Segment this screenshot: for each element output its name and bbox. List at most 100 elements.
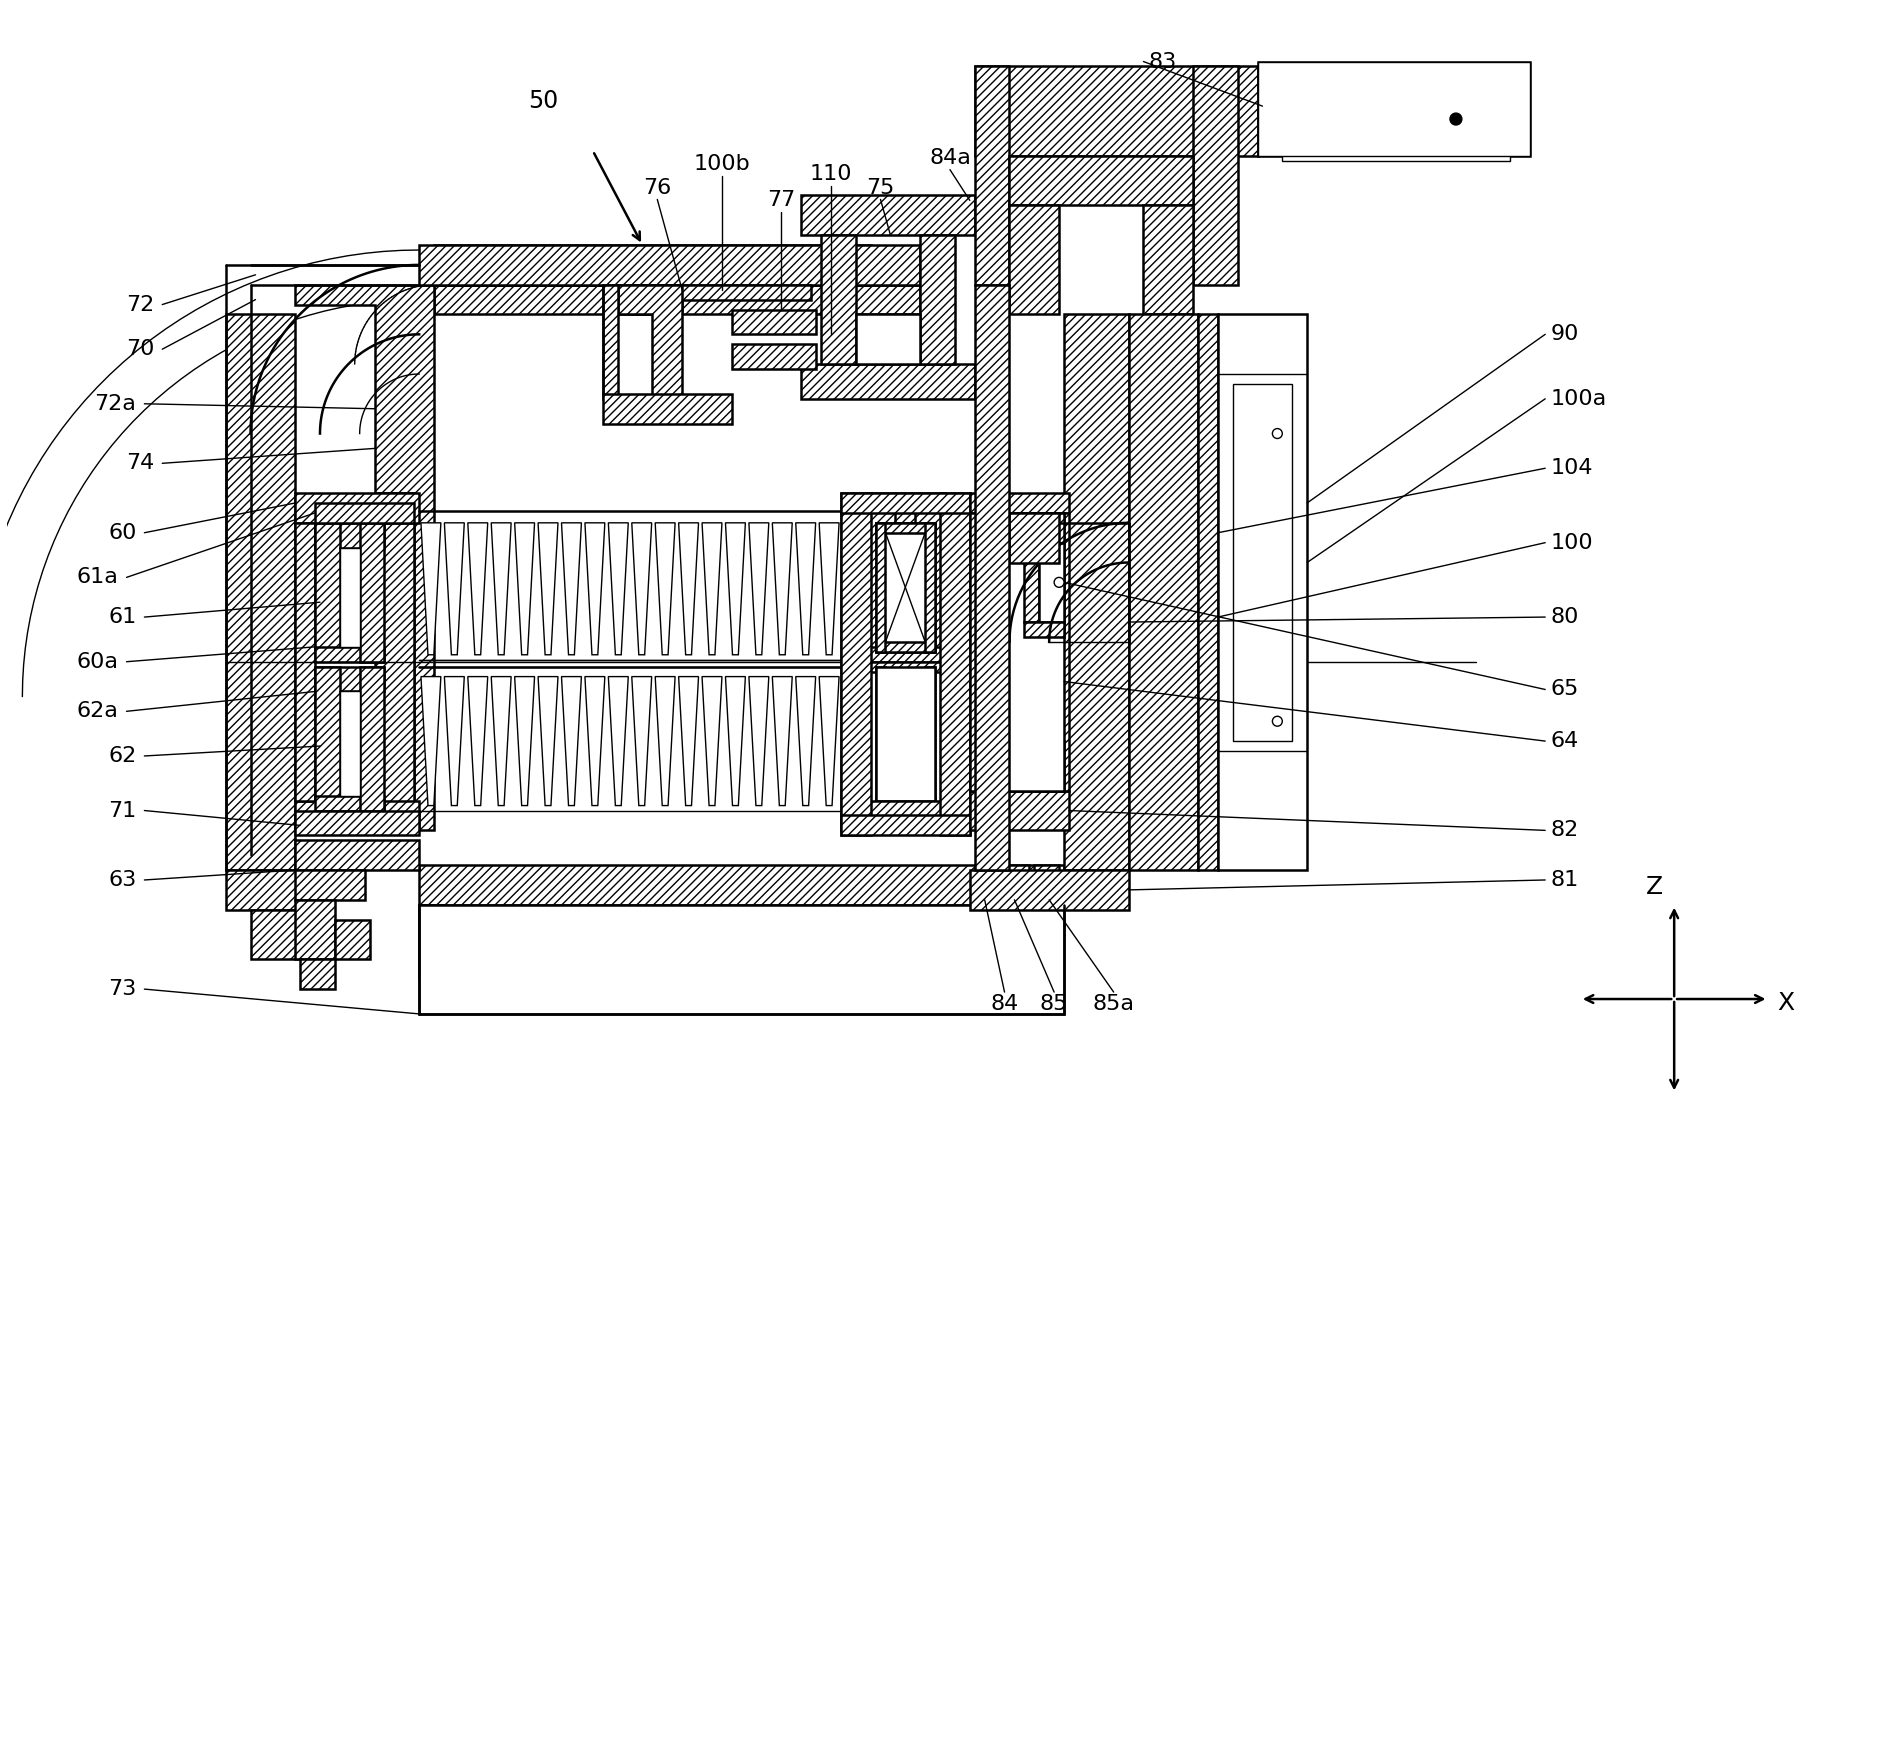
Polygon shape [975, 865, 999, 930]
Polygon shape [1003, 865, 1030, 930]
Text: 64: 64 [1549, 731, 1577, 751]
Polygon shape [820, 235, 856, 365]
Polygon shape [701, 523, 722, 654]
Polygon shape [1143, 205, 1192, 314]
Text: 85: 85 [1039, 995, 1067, 1014]
Circle shape [1271, 428, 1281, 438]
Text: 100a: 100a [1549, 389, 1606, 409]
Polygon shape [315, 647, 383, 661]
Text: 100b: 100b [693, 154, 750, 174]
Polygon shape [975, 67, 1256, 156]
Polygon shape [865, 647, 944, 661]
Polygon shape [1192, 67, 1237, 284]
Polygon shape [1198, 314, 1217, 870]
Text: 100: 100 [1549, 533, 1592, 553]
Polygon shape [608, 523, 627, 654]
Text: 60: 60 [108, 523, 136, 542]
Polygon shape [603, 284, 618, 398]
Bar [856, 314, 920, 365]
Polygon shape [421, 677, 440, 805]
Polygon shape [801, 195, 975, 235]
Text: X: X [1778, 991, 1795, 1016]
Text: 61a: 61a [77, 567, 119, 588]
Text: 73: 73 [108, 979, 136, 1000]
Text: 84a: 84a [929, 147, 971, 168]
Polygon shape [225, 314, 295, 870]
Polygon shape [561, 523, 582, 654]
Polygon shape [1128, 314, 1198, 870]
Polygon shape [865, 800, 944, 830]
Polygon shape [225, 870, 300, 910]
Polygon shape [795, 677, 816, 805]
Polygon shape [295, 810, 419, 835]
Polygon shape [633, 284, 810, 314]
Polygon shape [295, 870, 365, 900]
Polygon shape [1024, 512, 1064, 542]
Polygon shape [865, 661, 944, 672]
Polygon shape [875, 667, 886, 800]
Polygon shape [1009, 512, 1058, 563]
Polygon shape [818, 523, 839, 654]
Polygon shape [926, 523, 935, 652]
Polygon shape [444, 677, 465, 805]
Circle shape [1449, 112, 1460, 125]
Bar [1232, 384, 1292, 742]
Polygon shape [841, 816, 969, 835]
Polygon shape [678, 677, 699, 805]
Polygon shape [631, 677, 652, 805]
Text: 62: 62 [108, 745, 136, 766]
Text: 72: 72 [127, 295, 155, 314]
Polygon shape [801, 365, 975, 398]
Polygon shape [295, 900, 334, 959]
Polygon shape [841, 493, 969, 512]
Polygon shape [618, 284, 682, 398]
Polygon shape [334, 919, 370, 959]
Polygon shape [300, 959, 334, 989]
Polygon shape [1024, 623, 1064, 637]
Text: 77: 77 [767, 191, 795, 210]
Polygon shape [655, 677, 674, 805]
Polygon shape [434, 284, 920, 314]
Polygon shape [421, 523, 440, 654]
Text: 76: 76 [642, 177, 671, 198]
Polygon shape [315, 503, 414, 523]
Polygon shape [514, 523, 535, 654]
Text: 82: 82 [1549, 821, 1577, 840]
Polygon shape [359, 523, 383, 661]
Polygon shape [584, 523, 604, 654]
Polygon shape [969, 791, 1069, 830]
Polygon shape [1024, 542, 1039, 623]
Polygon shape [1058, 512, 1069, 791]
Polygon shape [491, 677, 510, 805]
Polygon shape [818, 677, 839, 805]
Polygon shape [748, 523, 769, 654]
Text: 83: 83 [1149, 51, 1177, 72]
Polygon shape [926, 667, 935, 800]
Bar [340, 691, 359, 796]
Polygon shape [731, 344, 816, 368]
Polygon shape [841, 493, 871, 835]
Polygon shape [731, 309, 816, 335]
Polygon shape [875, 523, 935, 533]
Polygon shape [920, 235, 954, 365]
Polygon shape [841, 510, 865, 830]
Text: 81: 81 [1549, 870, 1577, 889]
Bar [1039, 542, 1064, 623]
Polygon shape [773, 677, 791, 805]
Polygon shape [295, 284, 434, 830]
Text: 75: 75 [865, 177, 893, 198]
Bar [984, 512, 1064, 791]
Polygon shape [725, 523, 744, 654]
Text: 74: 74 [127, 453, 155, 474]
Polygon shape [875, 796, 935, 810]
Polygon shape [1064, 314, 1128, 870]
Polygon shape [969, 742, 1064, 791]
Polygon shape [514, 677, 535, 805]
Polygon shape [865, 503, 895, 661]
Polygon shape [419, 905, 444, 979]
Polygon shape [875, 642, 935, 652]
Text: 104: 104 [1549, 458, 1592, 479]
Polygon shape [969, 512, 984, 791]
Polygon shape [701, 677, 722, 805]
Bar [875, 667, 935, 800]
